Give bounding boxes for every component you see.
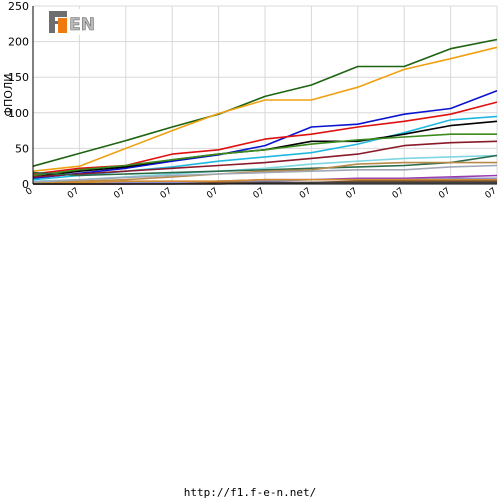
- series-line-3: [32, 89, 498, 180]
- y-tick-label: 150: [8, 71, 29, 84]
- series-line-8: [32, 140, 498, 178]
- series-line-15: [32, 178, 497, 185]
- f1en-logo-icon: EN: [47, 9, 99, 35]
- y-tick-label: 200: [8, 36, 29, 49]
- series-line-1: [32, 38, 498, 167]
- y-axis-label: ФПОЛИ: [2, 74, 15, 117]
- series-line-11: [32, 161, 497, 184]
- series-line-12: [32, 164, 498, 183]
- x-tick-labels: 0 07 07 07 07 07 07 07 07 07 07: [24, 186, 498, 201]
- x-tick-label: 07: [298, 186, 313, 201]
- series-line-10: [32, 154, 498, 177]
- x-tick-label: 07: [437, 186, 452, 201]
- y-tick-label: 50: [15, 142, 29, 155]
- svg-text:EN: EN: [69, 15, 95, 35]
- y-tick-label: 250: [8, 0, 29, 13]
- x-tick-label: 07: [252, 186, 267, 201]
- footer-url[interactable]: http://f1.f-e-n.net/: [183, 486, 317, 499]
- series-line-2: [32, 46, 498, 172]
- y-tick-label: 100: [8, 107, 29, 120]
- x-tick-label: 0: [24, 186, 35, 198]
- y-tick-label: 0: [22, 178, 29, 191]
- x-tick-label: 07: [205, 186, 220, 201]
- x-tick-label: 07: [484, 186, 499, 201]
- x-tick-label: 07: [66, 186, 81, 201]
- x-tick-label: 07: [159, 186, 174, 201]
- y-tick-labels: 0 50 100 150 200 250: [8, 0, 29, 191]
- x-tick-label: 07: [344, 186, 359, 201]
- x-tick-label: 07: [391, 186, 406, 201]
- x-tick-label: 07: [112, 186, 127, 201]
- axes: [32, 6, 497, 185]
- series-lines: [32, 38, 498, 185]
- series-line-7: [32, 133, 497, 177]
